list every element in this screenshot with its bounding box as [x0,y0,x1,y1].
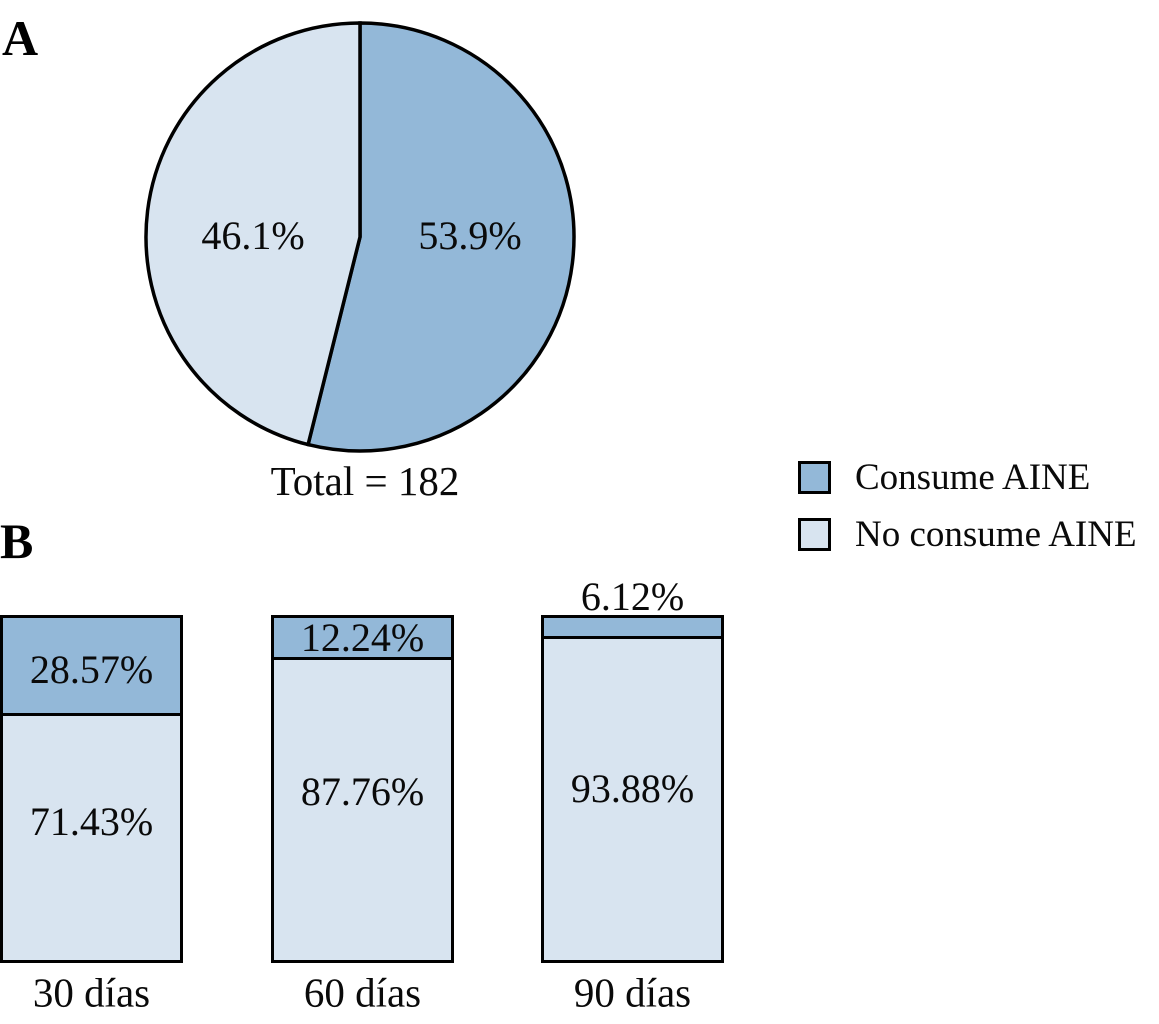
legend-swatch-no-consume-icon [798,518,831,551]
bar-segment-consume-60 [274,618,451,660]
legend-swatch-consume-icon [798,461,831,494]
legend-item-no-consume: No consume AINE [798,516,1137,553]
bar-value-consume-30: 28.57% [29,647,154,692]
x-axis-label-60-dias: 60 días [303,969,422,1016]
bar-value-consume-60: 12.24% [300,615,425,660]
stacked-bar-30-dias [0,615,183,963]
bar-segment-no-consume-90 [544,638,721,960]
stacked-bar-90-dias [541,615,724,963]
x-axis-label-30-dias: 30 días [32,969,151,1016]
x-axis-label-90-dias: 90 días [573,969,692,1016]
bar-value-no-consume-60: 87.76% [300,769,425,814]
bar-value-consume-90: 6.12% [580,574,685,619]
pie-slice-consume [305,21,576,453]
bar-segment-consume-30 [3,618,180,716]
pie-slice-no-consume [144,21,362,447]
bar-value-no-consume-30: 71.43% [29,799,154,844]
bar-segment-no-consume-60 [274,659,451,960]
stacked-bar-60-dias [271,615,454,963]
legend-label-no-consume: No consume AINE [855,514,1137,555]
pie-slice-label-no-consume: 46.1% [201,213,305,258]
panel-b-label: B [0,513,34,569]
bar-value-no-consume-90: 93.88% [570,766,695,811]
pie-slice-label-consume: 53.9% [418,213,522,258]
bar-segment-consume-90 [544,618,721,639]
pie-chart [144,21,576,453]
legend-label-consume: Consume AINE [855,457,1091,498]
legend-item-consume: Consume AINE [798,459,1137,496]
panel-a-label: A [2,10,39,66]
bar-segment-no-consume-30 [3,715,180,960]
pie-total-label: Total = 182 [270,458,460,504]
legend: Consume AINE No consume AINE [798,459,1137,553]
